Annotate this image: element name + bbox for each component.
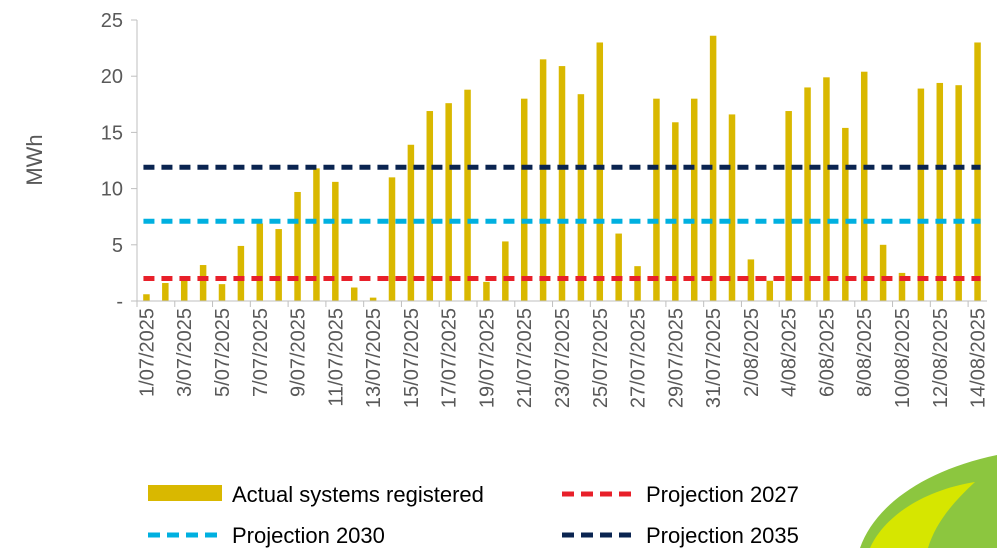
bar <box>804 87 811 301</box>
legend-item: Projection 2030 <box>148 523 385 548</box>
bar <box>766 280 774 301</box>
legend-swatch <box>148 485 222 501</box>
bar <box>162 283 169 301</box>
legend: Actual systems registered Projection 2027… <box>148 482 799 548</box>
x-tick-label: 13/07/2025 <box>363 308 385 408</box>
bar <box>860 71 868 301</box>
x-tick-label: 15/07/2025 <box>401 308 423 408</box>
y-axis-label: MWh <box>22 134 47 185</box>
bar <box>785 111 792 301</box>
bar <box>728 114 736 301</box>
bar <box>313 168 320 301</box>
x-tick-label: 3/07/2025 <box>174 308 196 397</box>
bar <box>294 191 301 301</box>
bar <box>407 144 415 301</box>
x-tick-label: 19/07/2025 <box>476 308 498 408</box>
x-tick-label: 10/08/2025 <box>892 308 914 408</box>
x-tick-label: 23/07/2025 <box>552 308 574 408</box>
bar <box>955 85 962 301</box>
bar <box>180 278 188 301</box>
bar <box>879 244 887 301</box>
bar <box>369 297 377 301</box>
bar <box>917 88 925 302</box>
corner-swoosh-decoration <box>860 455 997 548</box>
bar <box>558 66 566 301</box>
bar <box>256 223 264 301</box>
x-tick-label: 27/07/2025 <box>628 308 650 408</box>
bar <box>596 42 604 301</box>
bar <box>653 98 660 302</box>
bar <box>237 245 245 301</box>
x-tick-label: 12/08/2025 <box>930 308 952 408</box>
projection-lines <box>143 164 981 282</box>
bar <box>690 98 698 302</box>
legend-label: Projection 2035 <box>646 523 799 548</box>
bar <box>502 241 509 301</box>
bar <box>539 59 547 302</box>
bar <box>445 103 452 302</box>
bar <box>350 287 358 301</box>
bar <box>199 265 207 301</box>
x-tick-label: 31/07/2025 <box>703 308 725 408</box>
bar <box>823 77 830 301</box>
x-tick-label: 21/07/2025 <box>514 308 536 408</box>
x-tick-label: 1/07/2025 <box>136 308 158 397</box>
bar <box>388 177 396 301</box>
bar <box>936 82 944 301</box>
legend-item: Actual systems registered <box>148 482 484 507</box>
legend-label: Projection 2027 <box>646 482 799 507</box>
y-tick-label: 5 <box>112 235 123 257</box>
x-tick-label: 25/07/2025 <box>590 308 612 408</box>
bar <box>747 259 755 301</box>
bar <box>672 122 679 301</box>
x-tick-label: 4/08/2025 <box>779 308 801 397</box>
bar-series <box>143 35 981 302</box>
bar <box>520 98 528 302</box>
bar <box>332 181 339 301</box>
x-tick-label: 6/08/2025 <box>816 308 838 397</box>
y-tick-label: - <box>116 291 123 313</box>
y-tick-label: 15 <box>101 122 123 144</box>
y-tick-label: 25 <box>101 10 123 32</box>
bar <box>842 127 849 302</box>
y-tick-label: 20 <box>101 66 123 88</box>
x-tick-label: 11/07/2025 <box>325 308 347 407</box>
bar <box>464 89 471 301</box>
bar <box>483 281 490 301</box>
bar <box>709 35 717 302</box>
y-tick-label: 10 <box>101 179 123 201</box>
bar <box>577 94 585 302</box>
x-tick-label: 7/07/2025 <box>250 308 272 397</box>
legend-label: Projection 2030 <box>232 523 385 548</box>
x-tick-label: 2/08/2025 <box>741 308 763 397</box>
bar <box>275 229 282 301</box>
x-tick-label: 8/08/2025 <box>854 308 876 397</box>
y-axis: - 5 10 15 20 25 <box>101 10 138 313</box>
bar <box>615 233 622 301</box>
x-axis: 1/07/2025 3/07/2025 5/07/2025 7/07/2025 9/07… <box>136 300 990 408</box>
x-tick-label: 14/08/2025 <box>968 308 990 408</box>
x-tick-label: 29/07/2025 <box>665 308 687 408</box>
legend-item: Projection 2027 <box>562 482 799 507</box>
bar <box>218 284 226 301</box>
bar <box>634 266 641 301</box>
x-tick-label: 5/07/2025 <box>212 308 234 397</box>
bar <box>426 111 434 301</box>
legend-item: Projection 2035 <box>562 523 799 548</box>
bar <box>898 272 906 301</box>
bar <box>143 294 150 301</box>
bar <box>974 42 981 301</box>
legend-label: Actual systems registered <box>232 482 484 507</box>
x-tick-label: 17/07/2025 <box>439 308 461 408</box>
x-tick-label: 9/07/2025 <box>288 308 310 397</box>
